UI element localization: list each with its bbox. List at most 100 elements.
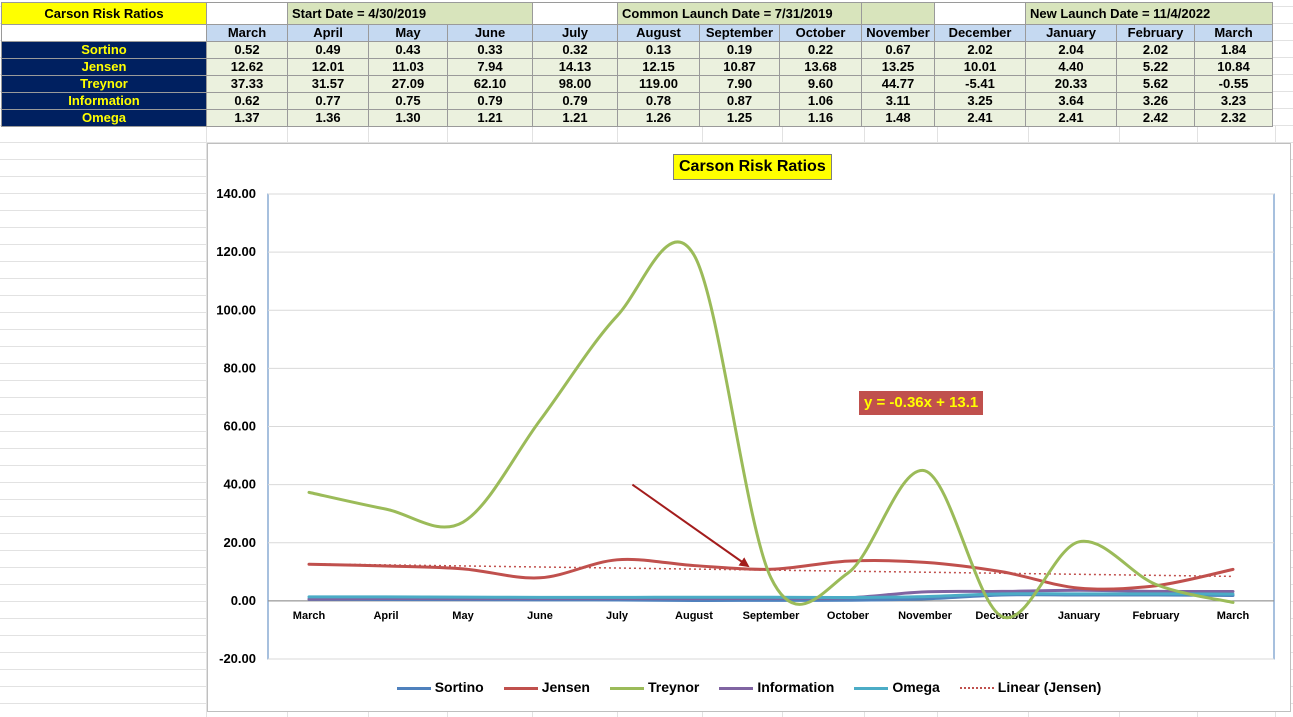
value-cell[interactable]: 1.21	[532, 109, 618, 127]
value-cell[interactable]: 5.22	[1116, 58, 1195, 76]
value-cell[interactable]: 0.67	[861, 41, 935, 59]
value-cell[interactable]: 1.48	[861, 109, 935, 127]
value-cell[interactable]: 98.00	[532, 75, 618, 93]
month-header-cell[interactable]: May	[368, 24, 448, 42]
chart-area[interactable]: 140.00 120.00 100.00 80.00 60.00 40.00 20.00 0.…	[207, 143, 1291, 712]
value-cell[interactable]: 0.43	[368, 41, 448, 59]
month-header-cell[interactable]: November	[861, 24, 935, 42]
value-cell[interactable]: 2.02	[934, 41, 1026, 59]
value-cell[interactable]: 0.52	[206, 41, 288, 59]
value-cell[interactable]: 5.62	[1116, 75, 1195, 93]
sheet-title[interactable]: Carson Risk Ratios	[1, 2, 207, 25]
value-cell[interactable]: 44.77	[861, 75, 935, 93]
month-header-cell[interactable]: August	[617, 24, 700, 42]
value-cell[interactable]: 1.16	[779, 109, 862, 127]
value-cell[interactable]: 0.13	[617, 41, 700, 59]
month-header-cell[interactable]: July	[532, 24, 618, 42]
value-cell[interactable]: 3.64	[1025, 92, 1117, 110]
value-cell[interactable]: 9.60	[779, 75, 862, 93]
value-cell[interactable]: 10.84	[1194, 58, 1273, 76]
value-cell[interactable]: 2.41	[1025, 109, 1117, 127]
month-header-cell[interactable]: February	[1116, 24, 1195, 42]
value-cell[interactable]: -5.41	[934, 75, 1026, 93]
value-cell[interactable]: 2.04	[1025, 41, 1117, 59]
value-cell[interactable]: 1.21	[447, 109, 533, 127]
month-header-cell[interactable]: April	[287, 24, 369, 42]
value-cell[interactable]: 12.15	[617, 58, 700, 76]
metric-label-cell[interactable]: Sortino	[1, 41, 207, 59]
value-cell[interactable]: 1.37	[206, 109, 288, 127]
value-cell[interactable]: 2.32	[1194, 109, 1273, 127]
launch-filler-cell[interactable]	[861, 2, 935, 25]
value-cell[interactable]: 0.75	[368, 92, 448, 110]
legend-item-jensen[interactable]: Jensen	[503, 679, 590, 695]
month-header-cell[interactable]: March	[206, 24, 288, 42]
value-cell[interactable]: 1.84	[1194, 41, 1273, 59]
value-cell[interactable]: 0.32	[532, 41, 618, 59]
value-cell[interactable]: 11.03	[368, 58, 448, 76]
start-date-cell[interactable]: Start Date = 4/30/2019	[287, 2, 533, 25]
value-cell[interactable]: 0.79	[532, 92, 618, 110]
value-cell[interactable]: 2.42	[1116, 109, 1195, 127]
value-cell[interactable]: 31.57	[287, 75, 369, 93]
empty-cell[interactable]	[1, 24, 207, 42]
value-cell[interactable]: 20.33	[1025, 75, 1117, 93]
empty-cell[interactable]	[532, 2, 618, 25]
month-header-cell[interactable]: October	[779, 24, 862, 42]
value-cell[interactable]: 1.25	[699, 109, 780, 127]
legend-item-treynor[interactable]: Treynor	[609, 679, 699, 695]
value-cell[interactable]: 27.09	[368, 75, 448, 93]
value-cell[interactable]: 3.25	[934, 92, 1026, 110]
value-cell[interactable]: 1.26	[617, 109, 700, 127]
common-launch-date-cell[interactable]: Common Launch Date = 7/31/2019	[617, 2, 862, 25]
metric-label-cell[interactable]: Omega	[1, 109, 207, 127]
value-cell[interactable]: 0.78	[617, 92, 700, 110]
value-cell[interactable]: 12.62	[206, 58, 288, 76]
metric-rows: Sortino 0.52 0.49 0.43 0.33 0.32 0.13 0.19 0.22 0…	[1, 41, 1273, 127]
value-cell[interactable]: 4.40	[1025, 58, 1117, 76]
new-launch-date-cell[interactable]: New Launch Date = 11/4/2022	[1025, 2, 1273, 25]
legend-item-omega[interactable]: Omega	[854, 679, 940, 695]
month-header-cell[interactable]: March	[1194, 24, 1273, 42]
month-header-cell[interactable]: January	[1025, 24, 1117, 42]
legend-item-trendline[interactable]: Linear (Jensen)	[959, 679, 1101, 695]
value-cell[interactable]: 119.00	[617, 75, 700, 93]
value-cell[interactable]: 14.13	[532, 58, 618, 76]
value-cell[interactable]: 0.49	[287, 41, 369, 59]
value-cell[interactable]: 1.36	[287, 109, 369, 127]
value-cell[interactable]: 0.77	[287, 92, 369, 110]
month-header-cell[interactable]: June	[447, 24, 533, 42]
value-cell[interactable]: -0.55	[1194, 75, 1273, 93]
value-cell[interactable]: 0.87	[699, 92, 780, 110]
value-cell[interactable]: 7.94	[447, 58, 533, 76]
value-cell[interactable]: 10.01	[934, 58, 1026, 76]
value-cell[interactable]: 0.22	[779, 41, 862, 59]
value-cell[interactable]: 13.68	[779, 58, 862, 76]
empty-cell[interactable]	[934, 2, 1026, 25]
metric-label-cell[interactable]: Jensen	[1, 58, 207, 76]
value-cell[interactable]: 37.33	[206, 75, 288, 93]
month-header-cell[interactable]: December	[934, 24, 1026, 42]
value-cell[interactable]: 10.87	[699, 58, 780, 76]
month-header-cell[interactable]: September	[699, 24, 780, 42]
value-cell[interactable]: 1.30	[368, 109, 448, 127]
value-cell[interactable]: 3.23	[1194, 92, 1273, 110]
metric-label-cell[interactable]: Treynor	[1, 75, 207, 93]
legend-item-sortino[interactable]: Sortino	[396, 679, 484, 695]
value-cell[interactable]: 3.11	[861, 92, 935, 110]
empty-cell[interactable]	[206, 2, 288, 25]
value-cell[interactable]: 2.02	[1116, 41, 1195, 59]
value-cell[interactable]: 13.25	[861, 58, 935, 76]
value-cell[interactable]: 0.62	[206, 92, 288, 110]
value-cell[interactable]: 1.06	[779, 92, 862, 110]
metric-label-cell[interactable]: Information	[1, 92, 207, 110]
value-cell[interactable]: 0.19	[699, 41, 780, 59]
value-cell[interactable]: 0.33	[447, 41, 533, 59]
value-cell[interactable]: 62.10	[447, 75, 533, 93]
value-cell[interactable]: 7.90	[699, 75, 780, 93]
value-cell[interactable]: 12.01	[287, 58, 369, 76]
value-cell[interactable]: 0.79	[447, 92, 533, 110]
value-cell[interactable]: 3.26	[1116, 92, 1195, 110]
value-cell[interactable]: 2.41	[934, 109, 1026, 127]
legend-item-information[interactable]: Information	[719, 679, 834, 695]
